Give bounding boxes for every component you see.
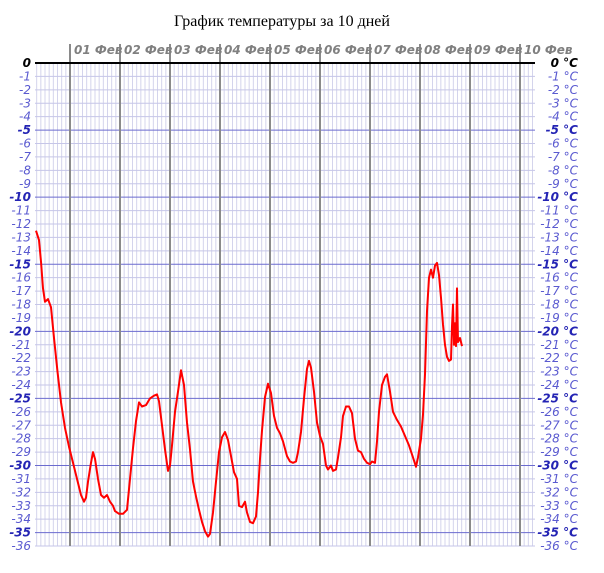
y-tick-label-right: -28 °C [540, 432, 578, 446]
chart-title: График температуры за 10 дней [174, 13, 390, 30]
y-tick-label-right: -18 °C [540, 298, 578, 312]
day-label: 02 Фев [124, 43, 173, 57]
y-tick-label-left: -33 [11, 499, 31, 513]
y-tick-label-left: 0 [23, 56, 31, 70]
y-tick-label-right: -25 °C [537, 391, 578, 405]
y-tick-label-left: -9 [19, 177, 31, 191]
day-labels: 01 Фев 02 Фев 03 Фев 04 Фев 05 Фев 06 Фев 07 Ф… [74, 43, 573, 57]
y-tick-label-right: -19 °C [540, 311, 578, 325]
y-tick-label-left: -6 [19, 137, 31, 151]
y-tick-label-right: -33 °C [540, 499, 578, 513]
day-label: 08 Фев [424, 43, 473, 57]
y-tick-label-right: -15 °C [537, 257, 578, 271]
y-tick-label-right: -31 °C [540, 472, 578, 486]
y-tick-label-left: -12 [11, 217, 31, 231]
y-tick-label-right: -24 °C [540, 378, 578, 392]
y-tick-label-right: -36 °C [540, 539, 578, 553]
y-tick-label-right: -20 °C [537, 324, 578, 338]
y-tick-label-left: -13 [11, 230, 31, 244]
y-tick-label-left: -3 [19, 96, 31, 110]
y-tick-label-right: -30 °C [537, 459, 578, 473]
y-tick-label-right: -17 °C [540, 284, 578, 298]
y-tick-label-right: -21 °C [540, 338, 578, 352]
y-tick-label-left: -18 [11, 298, 31, 312]
y-tick-label-left: -35 [9, 526, 31, 540]
y-tick-label-left: -28 [11, 432, 31, 446]
y-tick-label-right: -12 °C [540, 217, 578, 231]
y-tick-label-right: -34 °C [540, 512, 578, 526]
y-tick-label-right: 0 °C [551, 56, 579, 70]
y-tick-label-right: -14 °C [540, 244, 578, 258]
y-tick-label-right: -4 °C [548, 110, 579, 124]
y-tick-label-right: -9 °C [548, 177, 579, 191]
y-tick-label-left: -7 [19, 150, 31, 164]
y-tick-label-left: -1 [19, 69, 31, 83]
y-tick-label-right: -35 °C [537, 526, 578, 540]
y-tick-label-left: -36 [11, 539, 31, 553]
y-tick-label-left: -26 [11, 405, 31, 419]
y-tick-label-right: -1 °C [548, 69, 579, 83]
y-tick-label-right: -6 °C [548, 137, 579, 151]
grid-layer [35, 44, 535, 547]
y-tick-label-left: -31 [11, 472, 31, 486]
y-tick-label-right: -11 °C [540, 204, 578, 218]
y-tick-label-right: -13 °C [540, 230, 578, 244]
y-tick-label-right: -22 °C [540, 351, 578, 365]
y-tick-label-right: -23 °C [540, 365, 578, 379]
day-label: 04 Фев [224, 43, 273, 57]
y-axis-right-labels: 0 °C-1 °C-2 °C-3 °C-4 °C-5 °C-6 °C-7 °C-… [537, 56, 578, 553]
day-label: 07 Фев [374, 43, 423, 57]
y-tick-label-right: -29 °C [540, 445, 578, 459]
y-tick-label-left: -5 [18, 123, 31, 137]
y-tick-label-right: -16 °C [540, 271, 578, 285]
y-tick-label-left: -29 [11, 445, 31, 459]
day-label: 09 Фев [474, 43, 523, 57]
y-tick-label-right: -32 °C [540, 485, 578, 499]
y-tick-label-left: -16 [11, 271, 31, 285]
series-layer [35, 230, 463, 538]
y-tick-label-right: -10 °C [537, 190, 578, 204]
y-tick-label-left: -23 [11, 365, 31, 379]
y-tick-label-right: -26 °C [540, 405, 578, 419]
day-label: 10 Фев [524, 43, 573, 57]
y-tick-label-left: -30 [9, 459, 31, 473]
y-tick-label-left: -4 [19, 110, 31, 124]
y-tick-label-left: -15 [9, 257, 31, 271]
y-tick-label-right: -7 °C [548, 150, 579, 164]
y-tick-label-left: -20 [9, 324, 31, 338]
y-tick-label-left: -11 [11, 204, 31, 218]
y-tick-label-left: -25 [9, 391, 31, 405]
y-tick-label-left: -24 [11, 378, 31, 392]
y-tick-label-left: -8 [19, 163, 31, 177]
day-label: 05 Фев [274, 43, 323, 57]
y-tick-label-right: -8 °C [548, 163, 579, 177]
y-tick-label-right: -2 °C [548, 83, 579, 97]
temperature-series-line [35, 230, 463, 538]
y-tick-label-right: -3 °C [548, 96, 579, 110]
day-label: 06 Фев [324, 43, 373, 57]
y-tick-label-right: -27 °C [540, 418, 578, 432]
y-tick-label-left: -10 [9, 190, 31, 204]
y-tick-label-left: -2 [19, 83, 31, 97]
y-tick-label-left: -32 [11, 485, 31, 499]
y-tick-label-left: -27 [11, 418, 31, 432]
y-tick-label-left: -21 [11, 338, 31, 352]
y-axis-left-labels: 0-1-2-3-4-5-6-7-8-9-10-11-12-13-14-15-16… [9, 56, 31, 553]
y-tick-label-left: -19 [11, 311, 31, 325]
y-tick-label-right: -5 °C [546, 123, 579, 137]
y-tick-label-left: -34 [11, 512, 31, 526]
y-tick-label-left: -22 [11, 351, 31, 365]
y-tick-label-left: -17 [11, 284, 31, 298]
day-label: 03 Фев [174, 43, 223, 57]
y-tick-label-left: -14 [11, 244, 31, 258]
day-label: 01 Фев [74, 43, 123, 57]
